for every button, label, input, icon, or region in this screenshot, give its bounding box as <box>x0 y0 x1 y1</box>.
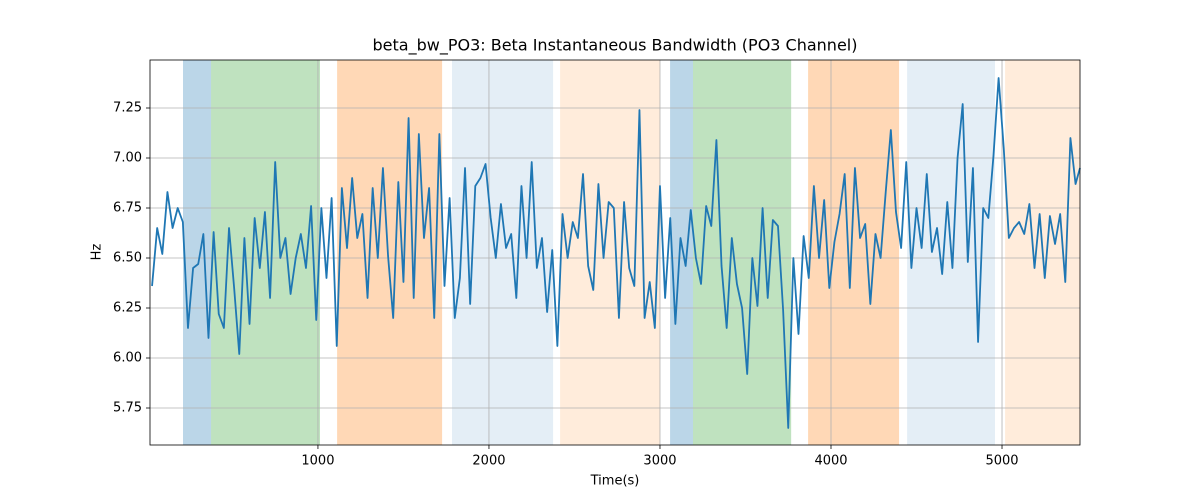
shaded-span <box>183 60 212 445</box>
shaded-span <box>211 60 320 445</box>
x-tick-label: 1000 <box>301 454 334 469</box>
shaded-span <box>808 60 900 445</box>
x-tick-label: 5000 <box>985 454 1018 469</box>
shaded-span <box>452 60 554 445</box>
plot-frame <box>149 59 1081 446</box>
y-tick-label: 6.75 <box>113 201 142 216</box>
shaded-span <box>560 60 660 445</box>
y-axis-label: Hz <box>90 244 105 261</box>
x-axis-label: Time(s) <box>590 474 640 489</box>
shaded-span <box>337 60 443 445</box>
x-tick-label: 4000 <box>814 454 847 469</box>
shaded-span <box>692 60 792 445</box>
y-tick-label: 6.00 <box>113 351 142 366</box>
x-tick-label: 2000 <box>472 454 505 469</box>
y-tick-label: 7.25 <box>113 101 142 116</box>
y-tick-label: 6.25 <box>113 301 142 316</box>
data-line <box>151 77 1081 429</box>
y-tick-label: 5.75 <box>113 401 142 416</box>
x-tick-label: 3000 <box>643 454 676 469</box>
y-tick-label: 7.00 <box>113 151 142 166</box>
shaded-span <box>670 60 693 445</box>
y-tick-label: 6.50 <box>113 251 142 266</box>
chart-title: beta_bw_PO3: Beta Instantaneous Bandwidt… <box>373 36 858 56</box>
